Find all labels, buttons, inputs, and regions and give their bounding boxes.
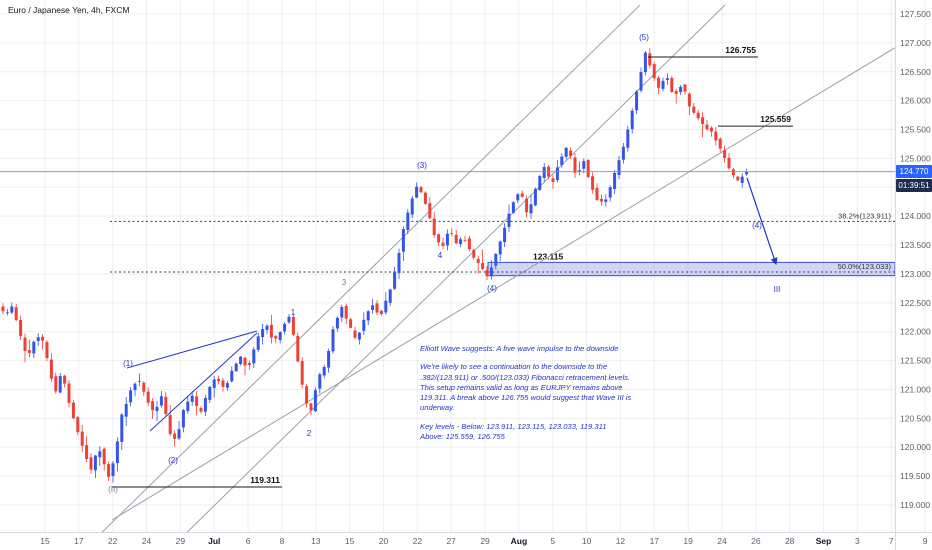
svg-text:22: 22: [413, 536, 423, 546]
svg-text:3: 3: [855, 536, 860, 546]
svg-text:19: 19: [683, 536, 693, 546]
svg-text:Aug: Aug: [511, 536, 528, 546]
svg-text:26: 26: [751, 536, 761, 546]
svg-text:124.000: 124.000: [900, 211, 931, 221]
svg-text:(4): (4): [487, 284, 497, 293]
svg-text:20: 20: [379, 536, 389, 546]
svg-text:4: 4: [438, 251, 443, 260]
svg-text:127.000: 127.000: [900, 38, 931, 48]
svg-text:6: 6: [246, 536, 251, 546]
analysis-note: Elliott Wave suggests: A five wave impul…: [420, 344, 640, 442]
svg-text:122.500: 122.500: [900, 298, 931, 308]
wedge-drawing[interactable]: [126, 330, 258, 432]
svg-text:123.000: 123.000: [900, 269, 931, 279]
svg-text:119.500: 119.500: [900, 471, 930, 481]
note-body: We're likely to see a continuation to th…: [420, 362, 632, 413]
svg-text:7: 7: [889, 536, 894, 546]
svg-text:(5): (5): [639, 33, 649, 42]
svg-text:1: 1: [291, 308, 296, 317]
svg-text:123.500: 123.500: [900, 240, 931, 250]
grid-layer: [0, 0, 926, 532]
symbol-title: Euro / Japanese Yen, 4h, FXCM: [8, 5, 130, 15]
svg-text:9: 9: [923, 536, 928, 546]
note-heading: Elliott Wave suggests: A five wave impul…: [420, 344, 619, 353]
note-key-below: Key levels - Below: 123.911, 123.115, 12…: [420, 421, 607, 431]
svg-text:13: 13: [311, 536, 321, 546]
key-level-lines[interactable]: 126.755 125.559 119.311: [112, 45, 793, 488]
svg-text:(2): (2): [168, 456, 178, 465]
svg-text:121.500: 121.500: [900, 356, 931, 366]
svg-text:2: 2: [307, 429, 312, 438]
svg-text:(II): (II): [108, 485, 118, 494]
svg-text:38.2%(123.911): 38.2%(123.911): [838, 211, 891, 220]
plot-layer: 123.11538.2%(123.911)50.0%(123.033)126.7…: [0, 4, 931, 549]
svg-text:10: 10: [582, 536, 592, 546]
svg-text:27: 27: [446, 536, 456, 546]
svg-text:125.000: 125.000: [900, 153, 931, 163]
price-axis[interactable]: 127.500 127.000 126.500 126.000 125.500 125.0…: [900, 9, 931, 510]
svg-text:127.500: 127.500: [900, 9, 931, 19]
elliott-wave-labels[interactable]: (II) (1) (2) 1 2 3 4 (3) (4) (5) (4) III: [108, 33, 780, 494]
svg-text:17: 17: [74, 536, 84, 546]
svg-text:(1): (1): [123, 359, 133, 368]
svg-text:120.500: 120.500: [900, 413, 931, 423]
svg-text:III: III: [774, 285, 781, 294]
svg-text:5: 5: [550, 536, 555, 546]
svg-text:Sep: Sep: [816, 536, 832, 546]
svg-text:126.500: 126.500: [900, 67, 931, 77]
svg-text:126.000: 126.000: [900, 96, 931, 106]
projection-arrow[interactable]: [746, 177, 778, 266]
svg-text:(4): (4): [752, 221, 762, 230]
svg-text:29: 29: [480, 536, 490, 546]
svg-text:24: 24: [142, 536, 152, 546]
svg-text:24: 24: [717, 536, 727, 546]
svg-text:17: 17: [650, 536, 660, 546]
svg-text:15: 15: [40, 536, 50, 546]
svg-text:22: 22: [108, 536, 118, 546]
svg-text:50.0%(123.033): 50.0%(123.033): [838, 262, 892, 271]
candlestick-series: [1, 48, 749, 483]
svg-text:125.559: 125.559: [760, 114, 791, 124]
svg-text:28: 28: [785, 536, 795, 546]
svg-text:(3): (3): [417, 161, 427, 170]
svg-text:125.500: 125.500: [900, 125, 931, 135]
svg-text:29: 29: [176, 536, 186, 546]
svg-text:126.755: 126.755: [725, 45, 756, 55]
last-price-badge: 124.770: [896, 165, 932, 179]
svg-text:121.000: 121.000: [900, 384, 931, 394]
note-key-above: Above: 125.559, 126.755: [420, 431, 505, 441]
svg-text:119.000: 119.000: [900, 500, 930, 510]
svg-text:120.000: 120.000: [900, 442, 931, 452]
svg-text:122.000: 122.000: [900, 327, 931, 337]
trend-channel-lines[interactable]: [85, 4, 931, 549]
svg-text:119.311: 119.311: [250, 475, 280, 485]
bar-countdown-badge: 01:39:51: [896, 178, 932, 192]
svg-text:12: 12: [616, 536, 626, 546]
time-axis[interactable]: 15 17 22 24 29 Jul 6 8 13 15 20 22 27 29 Aug 5 10 12 17 19 2…: [40, 536, 927, 546]
fib-retracement-lines[interactable]: 38.2%(123.911) 50.0%(123.033): [110, 211, 895, 273]
svg-text:15: 15: [345, 536, 355, 546]
svg-text:3: 3: [342, 278, 347, 287]
svg-text:Jul: Jul: [208, 536, 220, 546]
svg-text:8: 8: [280, 536, 285, 546]
